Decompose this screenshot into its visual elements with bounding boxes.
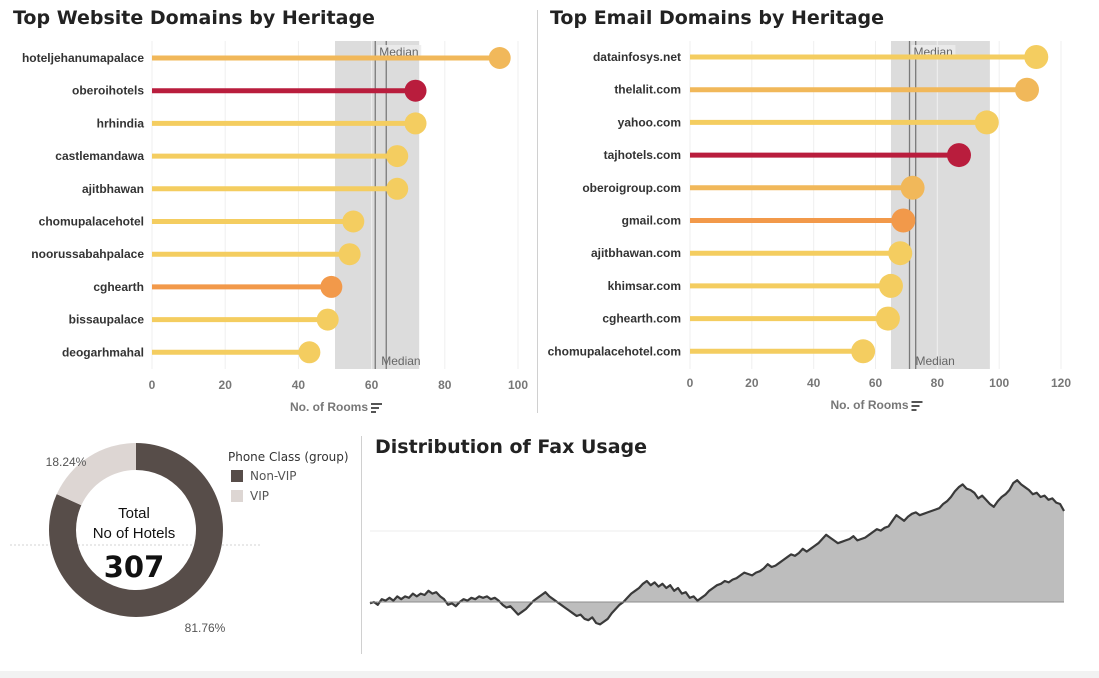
category-label-5: gmail.com [622, 214, 681, 228]
x-tick-label-3: 60 [365, 378, 379, 392]
x-tick-label-4: 80 [438, 378, 452, 392]
category-label-1: oberoihotels [72, 84, 144, 98]
category-label-3: castlemandawa [55, 149, 144, 163]
email-lollipop-svg: MedianMediandatainfosys.netthelalit.comy… [548, 41, 1071, 412]
x-tick-label-4: 80 [931, 376, 945, 390]
legend-label-vip: VIP [250, 489, 269, 503]
donut-slice-vip [56, 443, 137, 506]
lollipop-dot-7 [320, 275, 343, 298]
x-tick-label-2: 40 [807, 376, 821, 390]
lollipop-dot-1 [1014, 77, 1039, 102]
lollipop-dot-6 [888, 241, 913, 266]
lollipop-dot-8 [875, 306, 900, 331]
category-label-6: ajitbhawan.com [591, 246, 681, 260]
lollipop-dot-0 [488, 47, 511, 69]
x-tick-label-3: 60 [869, 376, 883, 390]
sort-icon [371, 403, 382, 413]
donut-value-label-vip: 18.24% [46, 455, 87, 469]
lollipop-dot-1 [404, 79, 427, 102]
donut-value-label-non-vip: 81.76% [185, 621, 226, 635]
lollipop-dot-3 [946, 143, 971, 168]
category-label-1: thelalit.com [614, 83, 681, 97]
website-chart-title: Top Website Domains by Heritage [13, 7, 375, 29]
x-tick-label-5: 100 [989, 376, 1009, 390]
donut-center-text: Total No of Hotels 307 [84, 504, 184, 586]
donut-center-line1: Total [118, 505, 150, 522]
lollipop-dot-8 [316, 308, 339, 331]
lollipop-dot-4 [900, 175, 925, 200]
legend-label-non-vip: Non-VIP [250, 469, 297, 483]
median-band [890, 41, 990, 369]
x-tick-label-0: 0 [149, 378, 156, 392]
legend-swatch-vip [231, 490, 243, 502]
vertical-divider-top [537, 10, 538, 413]
x-tick-label-5: 100 [508, 378, 528, 392]
lollipop-dot-6 [338, 243, 361, 266]
lollipop-dot-5 [891, 208, 916, 233]
category-label-7: khimsar.com [608, 279, 681, 293]
category-label-0: hoteljehanumapalace [22, 51, 144, 65]
sort-icon-bar-0 [911, 401, 923, 403]
lollipop-dot-3 [386, 145, 409, 168]
bottom-tab-strip [0, 671, 1099, 678]
category-label-9: chomupalacehotel.com [548, 344, 681, 358]
category-label-7: cghearth [93, 280, 144, 294]
median-label-bottom: Median [916, 354, 955, 368]
category-label-4: ajitbhawan [82, 182, 144, 196]
donut-center-value: 307 [103, 550, 165, 584]
website-lollipop-svg: MedianMedianhoteljehanumapalaceoberoihot… [22, 41, 528, 414]
lollipop-dot-9 [298, 341, 321, 364]
x-tick-label-6: 120 [1051, 376, 1071, 390]
fax-chart-title: Distribution of Fax Usage [375, 436, 648, 458]
x-tick-label-1: 20 [219, 378, 233, 392]
lollipop-dot-0 [1024, 45, 1049, 69]
x-tick-label-2: 40 [292, 378, 306, 392]
vertical-divider-bottom [361, 436, 362, 654]
fax-usage-chart: Distribution of Fax Usage [362, 430, 1099, 671]
fax-area-svg [369, 479, 1065, 626]
fax-line [369, 479, 1065, 626]
lollipop-dot-2 [974, 110, 999, 135]
lollipop-dot-2 [404, 112, 427, 135]
category-label-6: noorussabahpalace [31, 247, 144, 261]
legend-swatch-non-vip [231, 470, 243, 482]
category-label-2: hrhindia [97, 116, 145, 130]
donut-center-line2: No of Hotels [92, 525, 176, 542]
category-label-4: oberoigroup.com [582, 181, 681, 195]
median-band [335, 41, 420, 369]
sort-icon-bar-2 [371, 411, 376, 413]
category-label-3: tajhotels.com [604, 148, 681, 162]
sort-icon-bar-2 [911, 409, 917, 411]
fax-area-fill [370, 480, 1064, 625]
category-label-8: cghearth.com [602, 312, 681, 326]
phone-class-donut-panel: 81.76% 18.24% Total No of Hotels 307 Phon… [0, 430, 360, 671]
lollipop-dot-5 [342, 210, 365, 233]
sort-icon-bar-1 [911, 405, 920, 407]
category-label-9: deogarhmahal [62, 345, 144, 359]
lollipop-dot-9 [851, 339, 876, 364]
x-tick-label-0: 0 [687, 376, 694, 390]
category-label-2: yahoo.com [618, 115, 681, 129]
lollipop-dot-4 [386, 177, 409, 200]
category-label-0: datainfosys.net [593, 50, 681, 64]
category-label-5: chomupalacehotel [39, 215, 144, 229]
email-domains-chart: Top Email Domains by Heritage Median Medi… [540, 0, 1099, 418]
donut-slice-non-vip [48, 443, 223, 617]
email-chart-title: Top Email Domains by Heritage [550, 7, 885, 29]
legend-title: Phone Class (group) [228, 450, 349, 464]
x-axis-title: No. of Rooms [831, 398, 909, 412]
median-label-bottom: Median [381, 354, 420, 368]
sort-icon-bar-0 [371, 403, 382, 405]
sort-icon-bar-1 [371, 407, 379, 409]
phone-class-donut-svg: 81.76% 18.24% [10, 443, 262, 635]
category-label-8: bissaupalace [69, 313, 145, 327]
sort-icon [911, 401, 923, 411]
x-tick-label-1: 20 [745, 376, 759, 390]
lollipop-dot-7 [878, 273, 903, 298]
website-domains-chart: Top Website Domains by Heritage Median Me… [0, 0, 535, 418]
x-axis-title: No. of Rooms [290, 400, 368, 414]
